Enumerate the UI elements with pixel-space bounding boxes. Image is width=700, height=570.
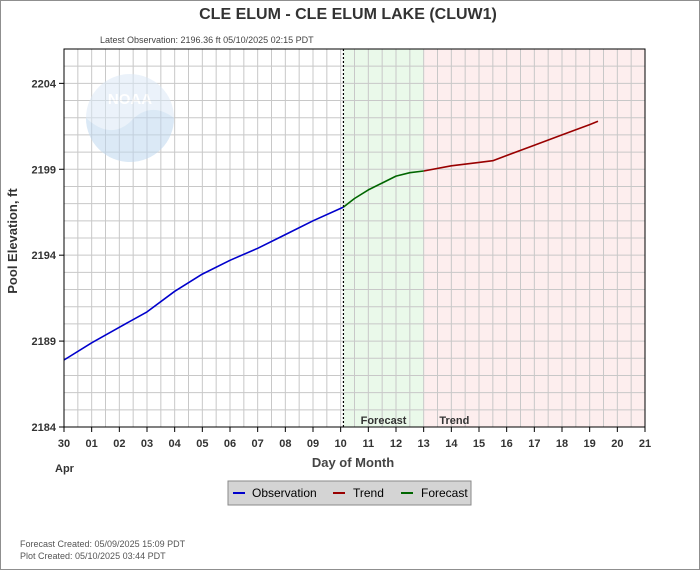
plot-border [63,48,646,428]
x-tick-label: 07 [252,438,264,450]
legend-trend-label: Trend [353,486,384,500]
y-tick-label: 2184 [32,422,57,434]
y-tick-label: 2199 [32,164,56,176]
y-tick-label: 2204 [32,78,57,90]
x-tick-label: 30 [58,438,70,450]
chart-title: CLE ELUM - CLE ELUM LAKE (CLUW1) [199,6,497,23]
y-axis-label: Pool Elevation, ft [5,188,20,294]
plot-created: Plot Created: 05/10/2025 03:44 PDT [20,551,166,561]
zone-label-forecast: Forecast [361,415,407,427]
x-tick-label: 20 [611,438,623,450]
x-tick-label: 14 [445,438,458,450]
series-trend-line [423,120,599,172]
y-tick-label: 2194 [32,250,57,262]
x-tick-label: 06 [224,438,236,450]
series-lines [63,120,599,361]
forecast-created: Forecast Created: 05/09/2025 15:09 PDT [20,539,186,549]
legend: Observation Trend Forecast [227,480,472,506]
x-tick-label: 18 [556,438,568,450]
x-axis-label: Day of Month [312,455,394,470]
zone-label-trend: Trend [439,415,469,427]
x-tick-label: 11 [363,438,375,450]
legend-observation-label: Observation [252,486,317,500]
latest-observation: Latest Observation: 2196.36 ft 05/10/202… [100,35,314,45]
x-tick-label: 17 [528,438,540,450]
noaa-logo-icon: NOAA [86,74,174,162]
x-tick-label: 04 [169,438,182,450]
x-tick-label: 21 [639,438,651,450]
noaa-logo-text: NOAA [108,91,152,108]
zone-labels: Forecast Trend [361,415,470,427]
x-tick-label: 05 [196,438,208,450]
x-tick-label: 03 [141,438,153,450]
x-tick-label: 15 [473,438,485,450]
x-tick-label: 13 [418,438,430,450]
x-tick-label: 12 [390,438,402,450]
x-tick-label: 01 [86,438,98,450]
x-tick-label: 08 [279,438,291,450]
month-label: Apr [55,463,75,475]
legend-forecast-label: Forecast [421,486,468,500]
x-tick-label: 16 [501,438,513,450]
x-tick-label: 09 [307,438,319,450]
series-forecast-line [342,170,424,208]
x-tick-label: 10 [335,438,347,450]
y-axis-ticks: 2184 2189 2194 2199 2204 [32,78,64,434]
x-axis-ticks: 30 01 02 03 04 05 06 07 08 09 10 11 12 13 14 15 16 17 18 19… [58,427,651,450]
x-tick-label: 19 [584,438,596,450]
x-tick-label: 02 [113,438,125,450]
y-tick-label: 2189 [32,336,56,348]
series-observation-line [63,206,344,361]
